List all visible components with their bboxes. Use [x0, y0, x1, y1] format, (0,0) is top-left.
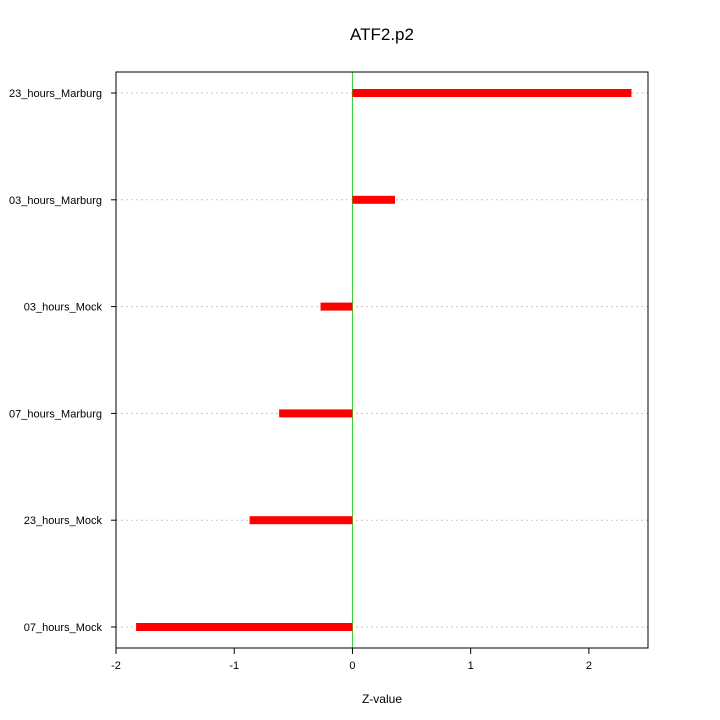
y-tick-label: 23_hours_Mock — [24, 515, 103, 527]
x-tick-label: -1 — [229, 660, 239, 672]
x-tick-label: 2 — [586, 660, 592, 672]
y-tick-label: 07_hours_Marburg — [9, 408, 102, 420]
chart-title: ATF2.p2 — [350, 25, 414, 44]
grid-lines — [116, 92, 648, 628]
bar-03_hours_Mock — [320, 302, 353, 311]
x-tick-label: 0 — [349, 660, 355, 672]
y-tick-label: 23_hours_Marburg — [9, 88, 102, 100]
x-axis: -2 -1 0 1 2 — [111, 647, 592, 672]
bars — [136, 89, 632, 631]
bar-03_hours_Marburg — [352, 195, 396, 204]
plot-frame — [115, 71, 649, 649]
x-axis-title: Z-value — [362, 692, 402, 706]
bar-23_hours_Marburg — [352, 89, 632, 97]
bar-07_hours_Mock — [136, 623, 353, 631]
y-tick-label: 03_hours_Marburg — [9, 195, 102, 207]
bar-23_hours_Mock — [249, 516, 353, 525]
bar-07_hours_Marburg — [279, 409, 353, 418]
y-tick-label: 03_hours_Mock — [24, 302, 103, 314]
y-axis: 07_hours_Mock 23_hours_Mock 07_hours_Marbu… — [9, 88, 116, 634]
y-tick-label: 07_hours_Mock — [24, 622, 103, 634]
x-tick-label: 1 — [468, 660, 474, 672]
x-tick-label: -2 — [111, 660, 121, 672]
